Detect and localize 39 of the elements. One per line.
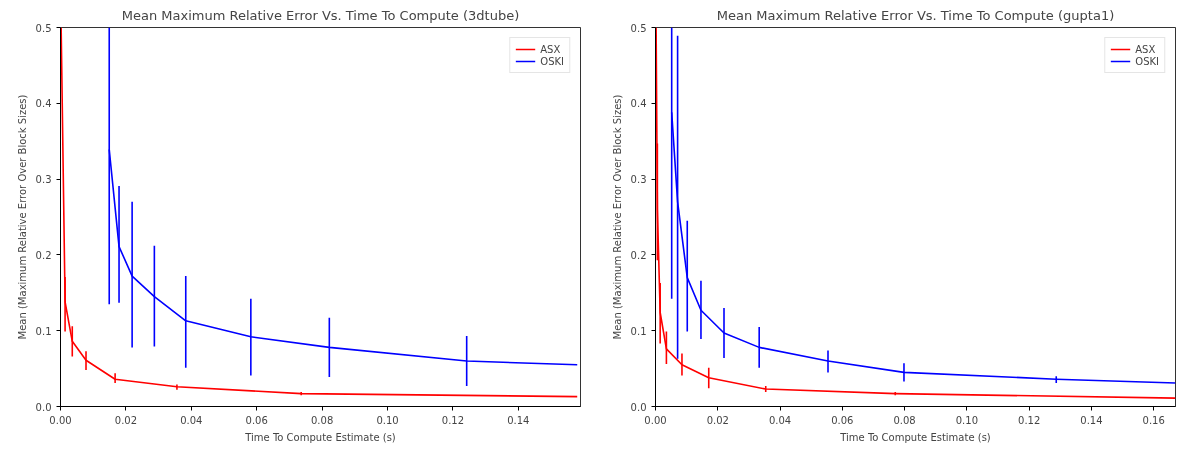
x-tick-label: 0.02 [706,414,729,426]
y-axis-title: Mean (Maximum Relative Error Over Block Sizes) [16,94,28,340]
x-tick-label: 0.12 [441,414,465,426]
x-axis-title: Time To Compute Estimate (s) [244,431,396,443]
y-tick-label: 0.4 [630,98,647,110]
y-tick-label: 0.3 [35,174,52,186]
x-tick-label: 0.14 [507,414,530,426]
y-tick-label: 0.4 [35,98,52,110]
y-tick-label: 0.1 [35,325,52,337]
y-tick-label: 0.0 [630,401,647,413]
x-tick-label: 0.16 [1142,414,1165,426]
x-tick-label: 0.00 [49,414,72,426]
y-tick-label: 0.5 [630,22,647,34]
x-tick-label: 0.10 [955,414,979,426]
y-tick-label: 0.2 [35,249,52,261]
y-tick-label: 0.3 [630,174,647,186]
x-tick-label: 0.08 [311,414,334,426]
legend-label: OSKI [540,55,564,67]
y-axis-title: Mean (Maximum Relative Error Over Block Sizes) [611,94,623,340]
chart-title: Mean Maximum Relative Error Vs. Time To Compute (3dtube) [121,7,520,23]
y-tick-label: 0.1 [630,325,647,337]
x-tick-label: 0.06 [831,414,854,426]
legend-label: ASX [540,43,561,55]
x-tick-label: 0.04 [180,414,203,426]
chart-title: Mean Maximum Relative Error Vs. Time To Compute (gupta1) [716,7,1115,23]
legend-label: OSKI [1135,55,1159,67]
x-tick-label: 0.02 [114,414,138,426]
x-tick-label: 0.12 [1018,414,1041,426]
y-tick-label: 0.5 [35,22,52,34]
x-tick-label: 0.10 [376,414,399,426]
y-tick-label: 0.0 [35,401,52,413]
x-tick-label: 0.14 [1080,414,1103,426]
x-tick-label: 0.04 [768,414,792,426]
x-tick-label: 0.00 [644,414,667,426]
x-tick-label: 0.06 [245,414,268,426]
x-tick-label: 0.08 [893,414,916,426]
legend-label: ASX [1135,43,1156,55]
y-tick-label: 0.2 [630,249,647,261]
x-axis-title: Time To Compute Estimate (s) [839,431,991,443]
